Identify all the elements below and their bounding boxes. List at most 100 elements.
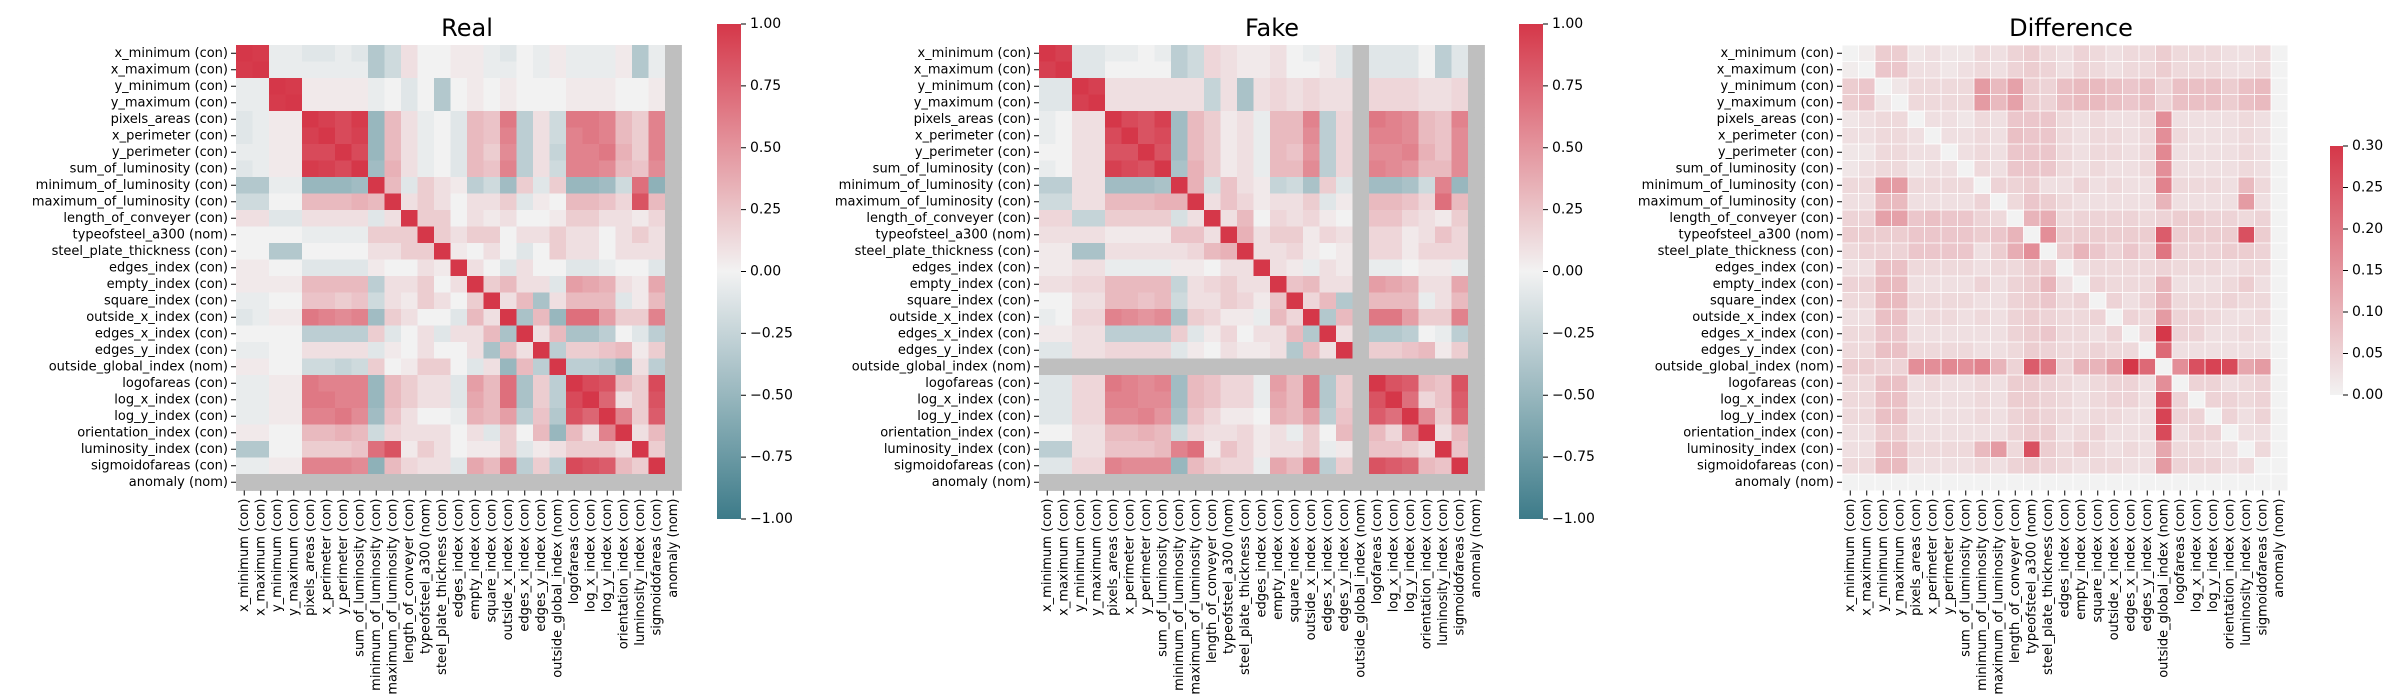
- real-cell-r7-c2: [269, 160, 286, 178]
- fake-cell-r0-c9: [1187, 45, 1205, 62]
- real-cell-r10-c22: [599, 210, 616, 227]
- fake-cell-r0-c21: [1385, 45, 1403, 62]
- fake-cell-r24-c19: [1352, 441, 1370, 458]
- real-cell-r22-c3: [285, 408, 303, 425]
- difference-cell-r21-c13: [2056, 391, 2074, 409]
- difference-cell-r14-c14: [2072, 275, 2091, 294]
- difference-cell-r20-c14: [2072, 374, 2091, 393]
- difference-row-label: y_perimeter (con): [1718, 145, 1834, 160]
- difference-cell-r7-c20: [2171, 160, 2190, 178]
- fake-cell-r23-c20: [1369, 424, 1386, 442]
- real-cell-r6-c9: [384, 144, 402, 161]
- difference-cell-r8-c4: [1907, 176, 1926, 195]
- fake-cell-r24-c17: [1319, 441, 1337, 458]
- fake-cell-r13-c24: [1435, 259, 1452, 277]
- real-cell-r4-c25: [648, 111, 666, 128]
- difference-cell-r0-c8: [1973, 44, 1992, 63]
- real-cell-r1-c10: [401, 61, 418, 79]
- difference-cell-r9-c7: [1957, 193, 1975, 211]
- real-col-label: logofareas (con): [567, 499, 582, 605]
- fake-cell-r18-c17: [1319, 342, 1337, 359]
- difference-cell-r18-c23: [2221, 341, 2239, 360]
- difference-col-label: orientation_index (con): [2222, 499, 2237, 650]
- real-cell-r16-c12: [434, 309, 451, 326]
- fake-cell-r24-c21: [1385, 441, 1403, 458]
- real-cell-r15-c10: [401, 292, 418, 310]
- fake-cell-r21-c24: [1435, 391, 1452, 409]
- real-row-label: square_index (con): [104, 293, 228, 308]
- difference-cell-r19-c2: [1874, 358, 1893, 376]
- fake-cell-r3-c3: [1088, 94, 1106, 112]
- real-cell-r24-c19: [549, 441, 567, 458]
- difference-cell-r19-c7: [1957, 358, 1975, 376]
- real-cell-r14-c18: [533, 276, 550, 293]
- real-cell-r1-c6: [335, 61, 352, 79]
- real-col-label: x_maximum (con): [253, 499, 268, 616]
- real-row-label: luminosity_index (con): [81, 442, 228, 457]
- fake-cell-r17-c20: [1369, 325, 1386, 343]
- real-cell-r4-c18: [533, 111, 550, 128]
- fake-cell-r12-c18: [1336, 243, 1353, 260]
- fake-cell-r8-c3: [1088, 177, 1106, 194]
- difference-cell-r16-c11: [2023, 308, 2041, 327]
- real-cell-r24-c17: [516, 441, 534, 458]
- fake-cell-r1-c12: [1237, 61, 1254, 79]
- real-col-label: length_of_conveyer (con): [402, 499, 417, 664]
- real-cell-r19-c21: [582, 358, 600, 376]
- real-col-label: edges_y_index (con): [534, 499, 549, 632]
- difference-cell-r4-c22: [2204, 110, 2223, 129]
- fake-cell-r2-c17: [1319, 78, 1337, 95]
- difference-cell-r7-c6: [1940, 160, 1959, 178]
- difference-cell-r25-c9: [1990, 457, 2008, 475]
- real-cell-r19-c6: [335, 358, 352, 376]
- fake-cell-r10-c25: [1451, 210, 1469, 227]
- difference-cell-r20-c0: [1841, 374, 1860, 393]
- real-cell-r25-c15: [483, 457, 501, 475]
- difference-cell-r1-c9: [1990, 61, 2008, 79]
- difference-cell-r24-c17: [2122, 440, 2140, 459]
- real-cell-r26-c26: [665, 474, 682, 491]
- fake-cell-r25-c25: [1451, 457, 1469, 475]
- real-cell-r17-c13: [450, 325, 468, 343]
- fake-cell-r19-c6: [1138, 358, 1155, 376]
- fake-col-label: typeofsteel_a300 (nom): [1221, 499, 1236, 654]
- real-row-label: y_maximum (con): [111, 95, 228, 110]
- fake-cell-r8-c25: [1451, 177, 1469, 194]
- fake-cell-r23-c17: [1319, 424, 1337, 442]
- difference-cell-r21-c17: [2122, 391, 2140, 409]
- real-cell-r20-c12: [434, 375, 451, 392]
- difference-cell-r23-c0: [1841, 424, 1860, 442]
- fake-cell-r20-c11: [1220, 375, 1238, 392]
- fake-cell-r12-c19: [1352, 243, 1370, 260]
- fake-cell-r16-c5: [1121, 309, 1139, 326]
- real-cell-r20-c22: [599, 375, 616, 392]
- difference-cell-r16-c10: [2006, 308, 2025, 327]
- fake-cell-r0-c5: [1121, 45, 1139, 62]
- fake-cell-r21-c21: [1385, 391, 1403, 409]
- real-cell-r15-c7: [351, 292, 369, 310]
- fake-colorbar-label: 0.50: [1552, 140, 1583, 156]
- difference-cell-r7-c9: [1990, 160, 2008, 178]
- real-cell-r10-c26: [665, 210, 682, 227]
- real-cell-r15-c8: [368, 292, 385, 310]
- fake-cell-r26-c6: [1138, 474, 1155, 491]
- fake-row-label: outside_global_index (nom): [852, 359, 1031, 374]
- difference-cell-r5-c15: [2089, 127, 2107, 145]
- difference-cell-r15-c21: [2188, 292, 2206, 310]
- fake-cell-r13-c12: [1237, 259, 1254, 277]
- real-cell-r18-c6: [335, 342, 352, 359]
- difference-cell-r10-c22: [2204, 209, 2223, 228]
- difference-cell-r0-c20: [2171, 44, 2190, 63]
- fake-cell-r15-c11: [1220, 292, 1238, 310]
- real-cell-r16-c5: [318, 309, 336, 326]
- real-cell-r15-c14: [467, 292, 484, 310]
- difference-cell-r3-c23: [2221, 94, 2239, 112]
- difference-cell-r9-c3: [1891, 193, 1909, 211]
- fake-cell-r6-c10: [1204, 144, 1221, 161]
- real-cell-r19-c5: [318, 358, 336, 376]
- real-cell-r16-c9: [384, 309, 402, 326]
- real-cell-r24-c22: [599, 441, 616, 458]
- real-cell-r6-c5: [318, 144, 336, 161]
- difference-cell-r2-c23: [2221, 77, 2239, 96]
- real-cell-r23-c1: [252, 424, 270, 442]
